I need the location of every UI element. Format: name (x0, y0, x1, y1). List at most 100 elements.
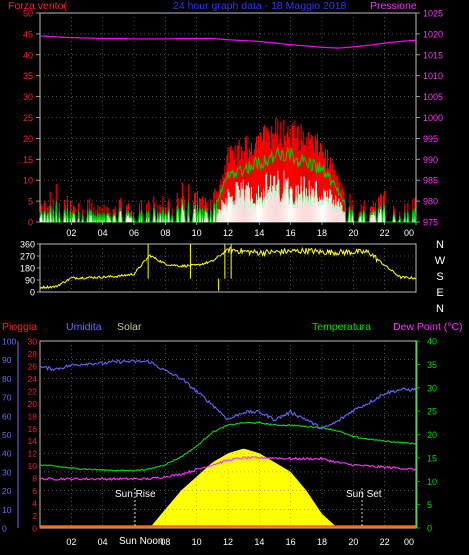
bottom-series (39, 359, 417, 528)
bottom-x-tick-label: 14 (254, 537, 264, 547)
top-left-axis: 0 5 10 15 20 25 30 35 40 45 50 (23, 9, 40, 228)
top-x-tick-label: 10 (192, 228, 202, 238)
temperature-tick-label: 40 (427, 337, 437, 347)
mid-left-tick-label: 180 (20, 264, 35, 274)
top-left-tick-label: 10 (23, 176, 33, 186)
humidity-tick-label: 30 (2, 467, 12, 477)
temperature-tick-label: 35 (427, 360, 437, 370)
top-left-tick-label: 20 (23, 134, 33, 144)
top-x-tick-label: 00 (404, 228, 414, 238)
top-x-tick-label: 14 (254, 228, 264, 238)
mid-left-tick-label: 270 (20, 252, 35, 262)
top-x-tick-label: 16 (286, 228, 296, 238)
humidity-tick-label: 0 (2, 524, 7, 534)
top-left-tick-label: 0 (28, 218, 33, 228)
top-right-tick-label: 990 (423, 155, 438, 165)
top-left-tick-label: 35 (23, 71, 33, 81)
top-right-tick-label: 1010 (423, 71, 443, 81)
mid-series (39, 244, 417, 291)
bottom-x-tick-label: 02 (66, 537, 76, 547)
bottom-x-tick-label: 22 (380, 537, 390, 547)
solar-radiation-area (40, 448, 416, 528)
mid-left-tick-label: 0 (30, 288, 35, 298)
top-x-tick-label: 20 (348, 228, 358, 238)
rain-tick-label: 18 (28, 411, 38, 421)
mid-left-tick-label: 360 (20, 240, 35, 250)
compass-letter: N (436, 239, 444, 251)
top-left-tick-label: 40 (23, 50, 33, 60)
temperature-axis: 0 5 10 15 20 25 30 35 40 (416, 337, 437, 534)
humidity-line (39, 359, 417, 430)
top-x-tick-label: 22 (380, 228, 390, 238)
top-x-tick-label: 12 (223, 228, 233, 238)
top-left-tick-label: 30 (23, 92, 33, 102)
solar-area (40, 448, 416, 528)
solar-label: Solar (117, 321, 142, 333)
top-x-axis: 02 04 06 08 10 12 14 16 18 20 22 00 (66, 222, 417, 238)
rain-tick-label: 30 (28, 337, 38, 347)
top-x-tick-label: 06 (129, 228, 139, 238)
dew-point-label: Dew Point (°C) (393, 321, 463, 333)
sun-rise-label: Sun Rise (115, 489, 156, 500)
rain-tick-label: 26 (28, 361, 38, 371)
rain-tick-label: 24 (28, 374, 38, 384)
pressure-line (39, 35, 417, 49)
top-right-tick-label: 995 (423, 134, 438, 144)
humidity-tick-label: 100 (2, 337, 16, 347)
rain-tick-label: 16 (28, 424, 38, 434)
top-left-tick-label: 50 (23, 9, 33, 19)
rain-tick-label: 2 (32, 511, 37, 521)
bottom-x-tick-label: 16 (286, 537, 296, 547)
bottom-x-tick-label: 00 (404, 537, 414, 547)
bottom-x-axis: 02 04 08 10 12 14 16 18 20 22 00 (66, 537, 414, 547)
temperature-tick-label: 15 (427, 453, 437, 463)
temperature-tick-label: 5 (427, 500, 432, 510)
rain-tick-label: 12 (28, 449, 38, 459)
top-series (39, 35, 417, 223)
compass-letter: N (436, 303, 444, 315)
bottom-x-tick-label: 20 (348, 537, 358, 547)
pressure-label: Pressione (370, 0, 417, 12)
rain-tick-label: 4 (32, 499, 37, 509)
wind-speed-label: Forza vento( (8, 0, 67, 12)
compass-letter: S (436, 271, 443, 283)
temperature-label: Temperatura (312, 321, 371, 333)
rain-label: Pioggia (2, 321, 37, 333)
humidity-tick-label: 50 (2, 430, 12, 440)
top-x-tick-label: 08 (160, 228, 170, 238)
humidity-axis: 0 10 20 30 40 50 60 70 80 90 100 (2, 337, 19, 534)
temperature-tick-label: 0 (427, 524, 432, 534)
rain-tick-label: 10 (28, 461, 38, 471)
humidity-tick-label: 20 (2, 486, 12, 496)
bottom-x-tick-label: 10 (192, 537, 202, 547)
wind-average-line (39, 146, 417, 223)
mid-left-tick-label: 90 (25, 276, 35, 286)
humidity-tick-label: 40 (2, 449, 12, 459)
top-right-tick-label: 1025 (423, 9, 443, 19)
sun-noon-label: Sun Noon (119, 536, 163, 547)
rain-tick-label: 6 (32, 486, 37, 496)
top-right-tick-label: 1015 (423, 50, 443, 60)
top-left-tick-label: 25 (23, 113, 33, 123)
top-right-tick-label: 985 (423, 176, 438, 186)
top-left-tick-label: 15 (23, 155, 33, 165)
top-x-tick-label: 02 (66, 228, 76, 238)
bottom-x-tick-label: 08 (160, 537, 170, 547)
temperature-tick-label: 20 (427, 430, 437, 440)
top-x-tick-label: 18 (317, 228, 327, 238)
top-x-tick-label: 04 (98, 228, 108, 238)
top-right-tick-label: 1020 (423, 29, 443, 39)
dew-point-line (39, 455, 417, 481)
rain-tick-label: 8 (32, 474, 37, 484)
wind-direction-line (39, 246, 417, 290)
top-right-tick-label: 980 (423, 197, 438, 207)
bottom-x-tick-label: 12 (223, 537, 233, 547)
rain-tick-label: 20 (28, 399, 38, 409)
top-right-tick-label: 975 (423, 218, 438, 228)
bottom-grid (40, 341, 416, 528)
top-right-axis: 975 980 985 990 995 1000 1005 1010 1015 1020 1025 (416, 9, 443, 228)
